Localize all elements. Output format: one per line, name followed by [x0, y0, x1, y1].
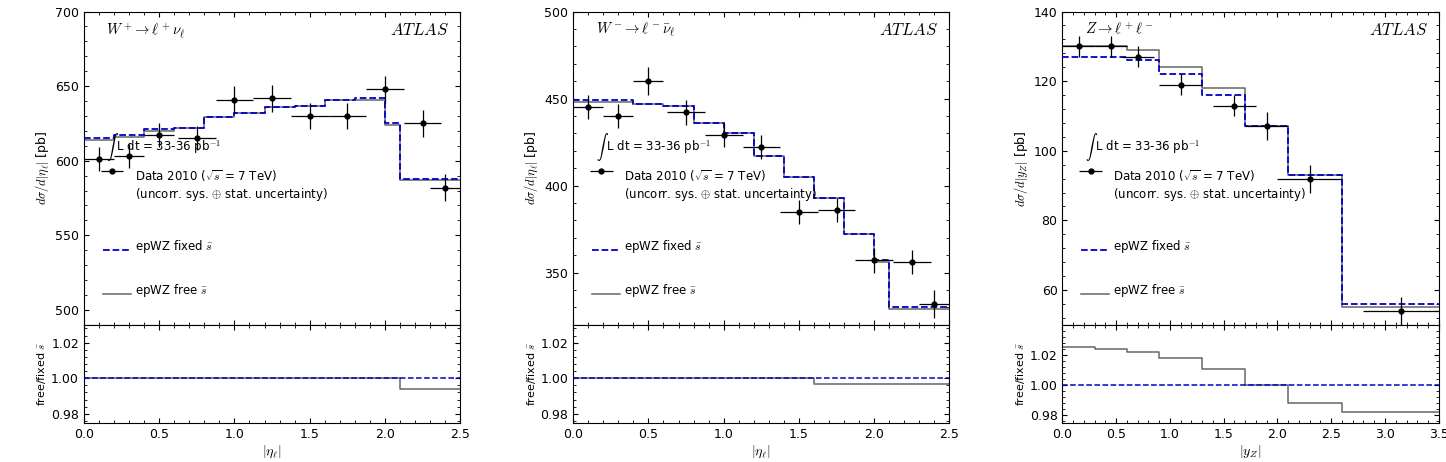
Text: $\it{ATLAS}$: $\it{ATLAS}$: [390, 21, 448, 39]
Text: epWZ free $\bar{s}$: epWZ free $\bar{s}$: [623, 282, 697, 299]
Text: $Z \rightarrow \ell^+\ell^-$: $Z \rightarrow \ell^+\ell^-$: [1084, 21, 1154, 37]
Text: $\int$ L dt = 33-36 pb$^{-1}$: $\int$ L dt = 33-36 pb$^{-1}$: [1084, 131, 1200, 163]
Text: $W^-\!\rightarrow \ell^-\bar\nu_\ell$: $W^-\!\rightarrow \ell^-\bar\nu_\ell$: [596, 21, 675, 39]
Y-axis label: free/fixed $\bar{s}$: free/fixed $\bar{s}$: [1014, 341, 1027, 406]
Text: epWZ fixed $\bar{s}$: epWZ fixed $\bar{s}$: [623, 238, 703, 255]
Text: epWZ fixed $\bar{s}$: epWZ fixed $\bar{s}$: [134, 238, 213, 255]
Text: Data 2010 ($\sqrt{s}$ = 7 TeV)
(uncorr. sys. $\oplus$ stat. uncertainty): Data 2010 ($\sqrt{s}$ = 7 TeV) (uncorr. …: [623, 168, 817, 203]
Text: $\it{ATLAS}$: $\it{ATLAS}$: [879, 21, 938, 39]
X-axis label: $|y_Z|$: $|y_Z|$: [1239, 444, 1262, 460]
Text: epWZ fixed $\bar{s}$: epWZ fixed $\bar{s}$: [1113, 238, 1192, 255]
Text: epWZ free $\bar{s}$: epWZ free $\bar{s}$: [1113, 282, 1186, 299]
Text: Data 2010 ($\sqrt{s}$ = 7 TeV)
(uncorr. sys. $\oplus$ stat. uncertainty): Data 2010 ($\sqrt{s}$ = 7 TeV) (uncorr. …: [134, 168, 328, 203]
X-axis label: $|\eta_\ell|$: $|\eta_\ell|$: [752, 444, 771, 460]
Text: epWZ free $\bar{s}$: epWZ free $\bar{s}$: [134, 282, 208, 299]
Text: $W^+\!\rightarrow \ell^+\nu_\ell$: $W^+\!\rightarrow \ell^+\nu_\ell$: [107, 21, 185, 40]
Text: $\it{ATLAS}$: $\it{ATLAS}$: [1368, 21, 1427, 39]
Text: $\int$ L dt = 33-36 pb$^{-1}$: $\int$ L dt = 33-36 pb$^{-1}$: [596, 131, 711, 163]
X-axis label: $|\eta_\ell|$: $|\eta_\ell|$: [262, 444, 282, 460]
Y-axis label: free/fixed $\bar{s}$: free/fixed $\bar{s}$: [35, 341, 48, 406]
Y-axis label: $d\sigma/d|y_Z|$ [pb]: $d\sigma/d|y_Z|$ [pb]: [1012, 130, 1030, 207]
Y-axis label: $d\sigma/d|\eta_\ell|$ [pb]: $d\sigma/d|\eta_\ell|$ [pb]: [33, 131, 51, 206]
Y-axis label: free/fixed $\bar{s}$: free/fixed $\bar{s}$: [525, 341, 538, 406]
Y-axis label: $d\sigma/d|\eta_\ell|$ [pb]: $d\sigma/d|\eta_\ell|$ [pb]: [523, 131, 541, 206]
Text: Data 2010 ($\sqrt{s}$ = 7 TeV)
(uncorr. sys. $\oplus$ stat. uncertainty): Data 2010 ($\sqrt{s}$ = 7 TeV) (uncorr. …: [1113, 168, 1306, 203]
Text: $\int$ L dt = 33-36 pb$^{-1}$: $\int$ L dt = 33-36 pb$^{-1}$: [107, 131, 221, 163]
